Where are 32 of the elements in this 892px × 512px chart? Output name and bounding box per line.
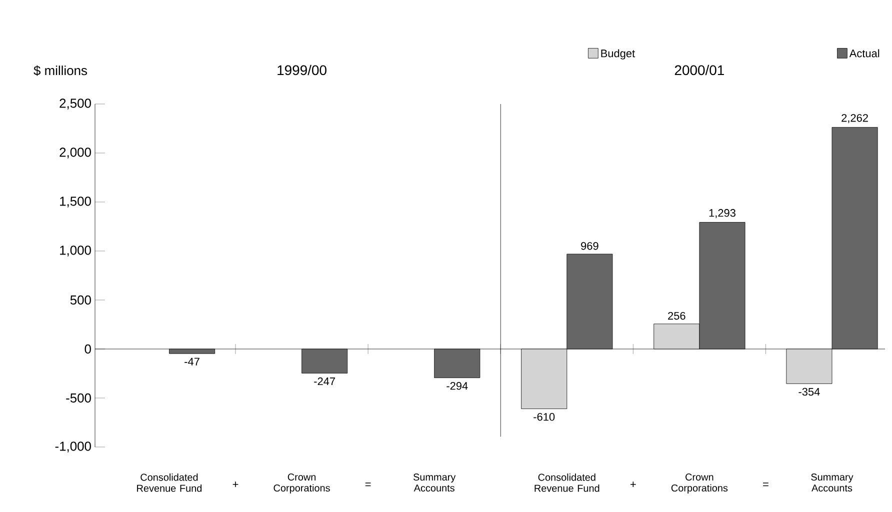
- text: 2000/01: [674, 64, 724, 76]
- y-tick-label: -500: [66, 393, 91, 403]
- y-tick-label: 1,000: [60, 246, 91, 256]
- data-label: 1,293: [709, 209, 736, 218]
- y-tick-label: -1,000: [55, 442, 91, 452]
- y-tick-label: 2,000: [60, 148, 91, 158]
- text: +: [630, 482, 636, 488]
- data-label: -354: [798, 388, 820, 396]
- x-tick-label: Summary Accounts: [413, 474, 456, 492]
- text: +: [232, 482, 238, 488]
- y-tick-label: 1,500: [60, 196, 91, 208]
- data-label: 969: [581, 242, 598, 250]
- data-label: 2,262: [842, 114, 868, 124]
- data-label: -294: [446, 382, 468, 390]
- x-tick-label: Consolidated Revenue Fund: [534, 474, 600, 492]
- data-label: 256: [668, 312, 686, 320]
- text: =: [763, 482, 768, 486]
- legend-label: Actual: [849, 49, 880, 58]
- text: 1999/00: [278, 64, 326, 76]
- x-tick-label: Consolidated Revenue Fund: [137, 474, 202, 492]
- data-label: -47: [184, 358, 200, 366]
- text: =: [365, 482, 371, 486]
- y-tick-label: 2,500: [60, 98, 91, 110]
- data-label: -610: [534, 412, 555, 421]
- x-tick-label: Crown Corporations: [274, 474, 330, 494]
- x-tick-label: Crown Corporations: [671, 474, 728, 494]
- y-tick-label: 0: [84, 344, 91, 354]
- data-label: -247: [314, 377, 335, 386]
- legend-label: Budget: [601, 49, 635, 60]
- y-tick-label: 500: [70, 295, 91, 305]
- x-tick-label: Summary Accounts: [811, 474, 854, 492]
- y-axis-title: $ millions: [34, 65, 88, 76]
